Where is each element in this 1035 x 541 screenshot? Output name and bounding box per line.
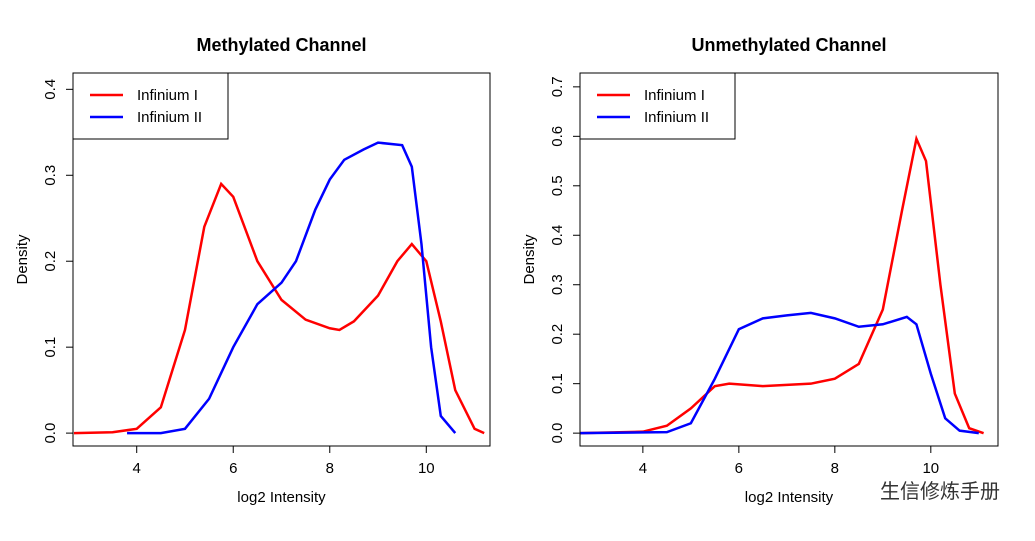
x-tick-label: 4 [639,460,647,477]
plot-frame [579,72,999,447]
density-line [127,141,457,435]
legend-label: Infinium I [137,87,198,104]
y-tick-label: 0.1 [42,337,59,358]
watermark: 生信修炼手册 [880,480,1000,503]
chart-title: Unmethylated Channel [691,35,886,55]
y-tick-label: 0.4 [42,79,59,100]
y-tick-label: 0.1 [549,373,566,394]
x-tick-label: 6 [735,460,743,477]
x-tick-label: 10 [418,460,435,477]
y-tick-label: 0.0 [549,423,566,444]
y-tick-label: 0.2 [549,324,566,345]
legend-label: Infinium I [644,87,705,104]
y-tick-label: 0.0 [42,423,59,444]
x-axis-label: log2 Intensity [745,489,834,506]
x-tick-label: 6 [229,460,237,477]
x-tick-label: 4 [133,460,141,477]
chart-title: Methylated Channel [196,35,366,55]
legend-box [72,72,229,140]
y-axis-label: Density [14,234,31,285]
density-line [73,181,485,435]
y-tick-label: 0.6 [549,126,566,147]
y-tick-label: 0.3 [42,165,59,186]
x-tick-label: 8 [831,460,839,477]
y-axis-label: Density [521,234,538,285]
legend-box [579,72,736,140]
legend-label: Infinium II [137,109,202,126]
x-axis-label: log2 Intensity [237,489,326,506]
legend-label: Infinium II [644,109,709,126]
x-tick-label: 10 [922,460,939,477]
y-tick-label: 0.4 [549,225,566,246]
y-tick-label: 0.3 [549,274,566,295]
density-line [580,134,985,435]
x-tick-label: 8 [326,460,334,477]
y-tick-label: 0.7 [549,76,566,97]
y-tick-label: 0.5 [549,175,566,196]
plot-frame [72,72,491,447]
y-tick-label: 0.2 [42,251,59,272]
density-line [580,311,979,435]
